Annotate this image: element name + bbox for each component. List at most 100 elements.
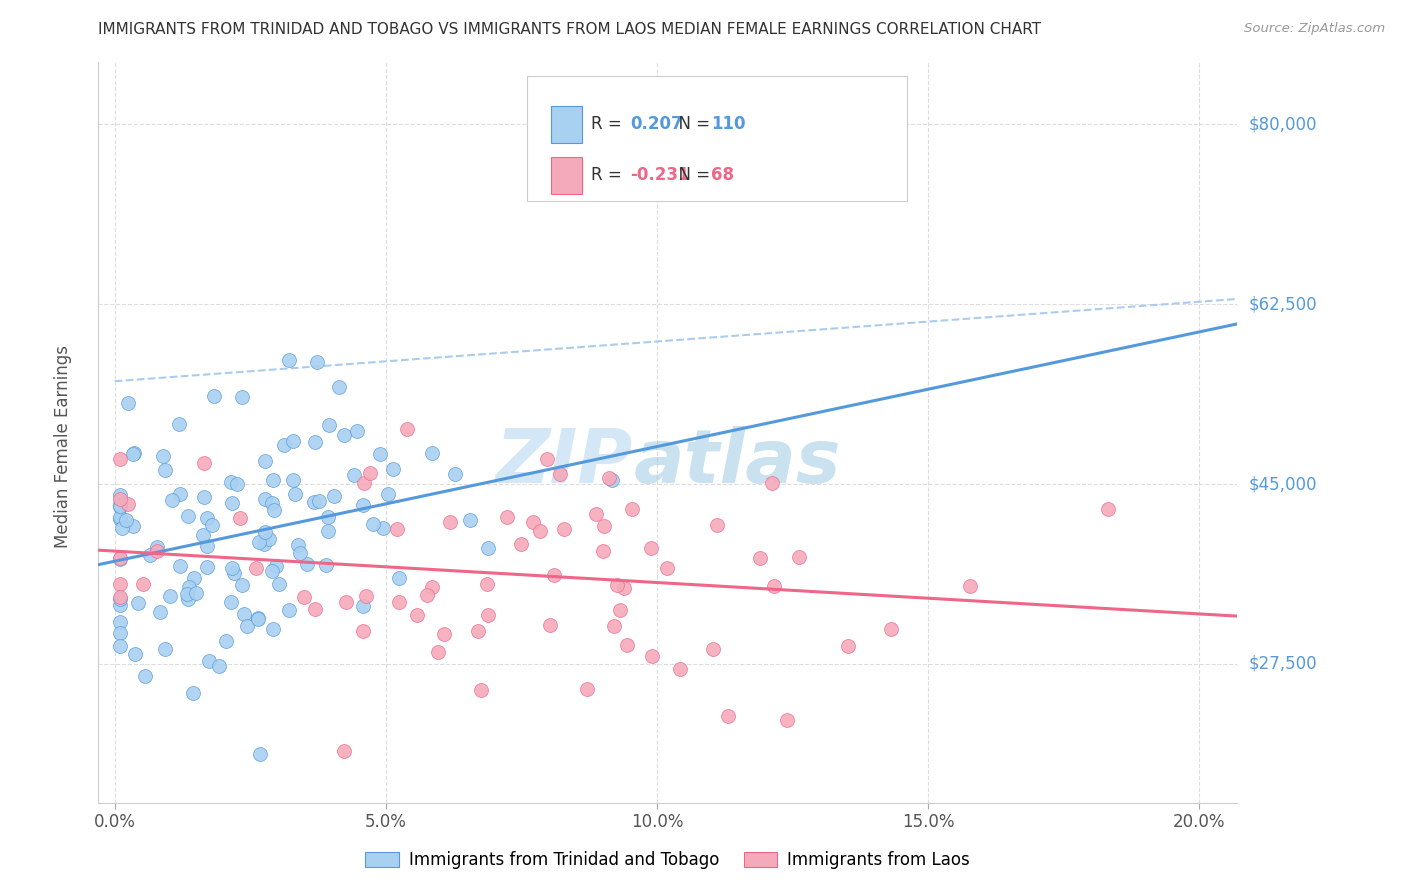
Point bbox=[395, 422, 418, 436]
Point bbox=[553, 523, 575, 537]
Point bbox=[139, 548, 162, 562]
Point bbox=[219, 595, 242, 609]
Point bbox=[603, 618, 626, 632]
Point bbox=[284, 487, 307, 501]
Point bbox=[183, 571, 205, 585]
Point bbox=[616, 638, 638, 652]
Point bbox=[304, 602, 326, 616]
Point bbox=[292, 591, 315, 605]
Point bbox=[381, 461, 404, 475]
Point bbox=[215, 634, 238, 648]
Point bbox=[352, 624, 374, 639]
Point bbox=[475, 577, 498, 591]
Point bbox=[108, 552, 131, 566]
Point bbox=[388, 571, 411, 585]
Point bbox=[225, 476, 247, 491]
Point bbox=[543, 568, 565, 582]
Text: Median Female Earnings: Median Female Earnings bbox=[55, 344, 72, 548]
Point bbox=[181, 686, 204, 700]
Point bbox=[195, 560, 218, 574]
Point bbox=[315, 558, 337, 573]
Point bbox=[108, 500, 131, 514]
Legend: Immigrants from Trinidad and Tobago, Immigrants from Laos: Immigrants from Trinidad and Tobago, Imm… bbox=[359, 845, 977, 876]
Point bbox=[377, 486, 399, 500]
Point bbox=[287, 538, 309, 552]
Point bbox=[221, 496, 243, 510]
Point bbox=[387, 522, 409, 536]
Point bbox=[122, 447, 145, 461]
Text: 110: 110 bbox=[711, 115, 747, 133]
Text: atlas: atlas bbox=[634, 425, 841, 499]
Point bbox=[127, 596, 149, 610]
Point bbox=[222, 566, 245, 580]
Point bbox=[117, 497, 139, 511]
Point bbox=[263, 503, 285, 517]
Point bbox=[388, 595, 411, 609]
Point bbox=[787, 549, 810, 564]
Point bbox=[121, 519, 143, 533]
Point bbox=[371, 521, 394, 535]
Point bbox=[496, 509, 519, 524]
Point bbox=[706, 517, 728, 532]
Point bbox=[278, 603, 301, 617]
Point bbox=[322, 489, 344, 503]
Point bbox=[477, 607, 499, 622]
Point bbox=[592, 544, 614, 558]
Point bbox=[439, 516, 461, 530]
Point bbox=[155, 641, 177, 656]
Point bbox=[1097, 502, 1119, 516]
Point bbox=[193, 490, 215, 504]
Point bbox=[221, 560, 243, 574]
Point bbox=[108, 598, 131, 612]
Point bbox=[198, 654, 221, 668]
Point bbox=[262, 496, 284, 510]
Point bbox=[132, 576, 155, 591]
Point bbox=[609, 603, 631, 617]
Point bbox=[246, 611, 269, 625]
Point bbox=[247, 612, 270, 626]
Point bbox=[368, 447, 391, 461]
Point bbox=[273, 438, 295, 452]
Point bbox=[235, 619, 257, 633]
Point bbox=[195, 510, 218, 524]
Point bbox=[108, 512, 131, 526]
Point bbox=[880, 622, 903, 636]
Point bbox=[149, 605, 172, 619]
Point bbox=[522, 515, 544, 529]
Point bbox=[146, 540, 169, 554]
Point bbox=[302, 495, 325, 509]
Point bbox=[176, 586, 198, 600]
Point bbox=[592, 519, 614, 533]
Point bbox=[606, 578, 628, 592]
Point bbox=[328, 380, 350, 394]
Point bbox=[253, 492, 276, 507]
Point bbox=[657, 561, 679, 575]
Point bbox=[108, 639, 131, 653]
Point bbox=[333, 428, 356, 442]
Point bbox=[509, 537, 531, 551]
Point bbox=[748, 550, 770, 565]
Point bbox=[177, 509, 200, 524]
Point bbox=[108, 626, 131, 640]
Point bbox=[201, 517, 224, 532]
Point bbox=[335, 594, 357, 608]
Point bbox=[108, 510, 131, 524]
Point bbox=[108, 497, 131, 511]
Point bbox=[295, 558, 318, 572]
Point bbox=[184, 585, 207, 599]
Point bbox=[433, 627, 456, 641]
Text: ZIP: ZIP bbox=[496, 425, 634, 499]
Text: $80,000: $80,000 bbox=[1249, 115, 1317, 133]
Point bbox=[231, 390, 253, 404]
Point bbox=[318, 418, 340, 433]
Text: $45,000: $45,000 bbox=[1249, 475, 1317, 493]
Point bbox=[529, 524, 551, 539]
Point bbox=[108, 551, 131, 566]
Point bbox=[160, 492, 183, 507]
Point bbox=[332, 744, 354, 758]
Point bbox=[837, 639, 859, 653]
Point bbox=[259, 533, 281, 547]
Point bbox=[262, 473, 284, 487]
Point bbox=[640, 541, 662, 555]
Text: $62,500: $62,500 bbox=[1249, 295, 1317, 313]
